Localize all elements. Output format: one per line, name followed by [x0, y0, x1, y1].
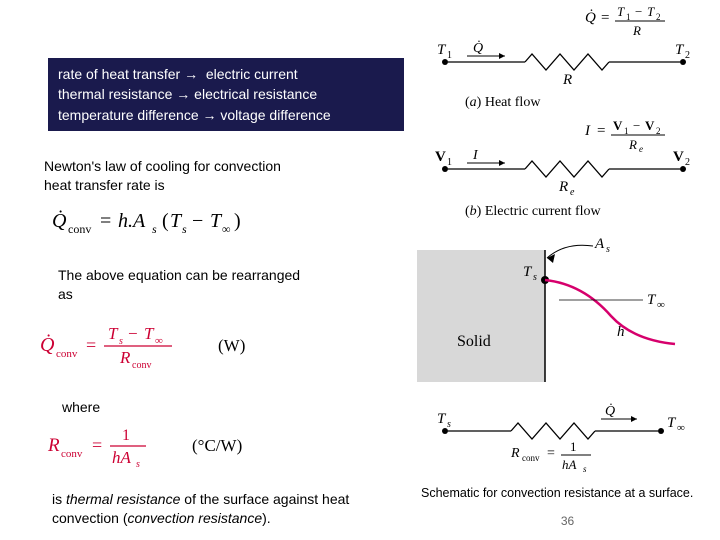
svg-text:=: = [92, 435, 102, 455]
svg-text:s: s [606, 244, 610, 255]
svg-text:(a) Heat flow: (a) Heat flow [465, 95, 541, 110]
svg-text:T: T [667, 415, 677, 431]
analogy-line-3: temperature difference → voltage differe… [58, 105, 394, 125]
svg-text:=: = [597, 123, 605, 139]
svg-text:s: s [136, 459, 140, 469]
svg-text:s: s [152, 222, 157, 236]
svg-text:=: = [100, 210, 111, 232]
svg-text:T: T [108, 324, 119, 343]
svg-text:−: − [128, 324, 138, 343]
svg-text:V: V [613, 119, 623, 133]
svg-text:1: 1 [447, 157, 452, 168]
right-column: Q̇ = T1 − T2 R T1 T2 Q̇ R (a) Heat flow … [415, 0, 720, 528]
svg-text:conv: conv [61, 448, 83, 460]
svg-text:(W): (W) [218, 336, 245, 355]
convection-resistor-diagram: Ts T∞ Q̇ Rconv = 1 hAs [415, 401, 715, 479]
svg-text:h.A: h.A [118, 210, 146, 232]
svg-text:∞: ∞ [677, 422, 685, 434]
svg-text:hA: hA [562, 457, 577, 472]
bottom-text: is thermal resistance of the surface aga… [52, 490, 392, 528]
svg-text:R: R [558, 179, 568, 195]
svg-text:I: I [584, 123, 591, 139]
svg-text:): ) [234, 210, 241, 232]
svg-text:=: = [547, 446, 555, 461]
svg-text:conv: conv [56, 348, 78, 360]
svg-text:=: = [601, 10, 609, 26]
svg-text:s: s [447, 419, 451, 430]
svg-text:I: I [472, 148, 479, 163]
svg-text:R: R [47, 435, 60, 456]
svg-text:=: = [86, 335, 96, 355]
svg-text:1: 1 [570, 439, 577, 454]
svg-text:1: 1 [122, 427, 130, 444]
svg-text:Q̇: Q̇ [605, 403, 615, 419]
svg-text:T: T [675, 42, 685, 58]
svg-text:(: ( [162, 210, 169, 232]
analogy-line-2: thermal resistance → electrical resistan… [58, 84, 394, 104]
svg-text:s: s [182, 222, 187, 236]
svg-text:−: − [192, 210, 203, 232]
convection-surface-diagram: As Ts T∞ h Solid [415, 236, 715, 396]
svg-text:−: − [635, 4, 642, 19]
where-label: where [62, 398, 410, 417]
svg-text:R: R [510, 446, 520, 461]
svg-text:A: A [594, 236, 605, 252]
equation-qconv-fraction: Q̇ conv = T s − T ∞ R conv (W) [38, 321, 410, 376]
svg-text:∞: ∞ [155, 335, 163, 347]
svg-text:s: s [533, 272, 537, 283]
svg-text:e: e [570, 187, 575, 198]
svg-text:V: V [435, 149, 446, 165]
svg-text:h: h [617, 324, 625, 340]
svg-text:T: T [437, 411, 447, 427]
svg-text:conv: conv [522, 453, 540, 463]
svg-text:(b) Electric current flow: (b) Electric current flow [465, 204, 602, 219]
rearranged-text: The above equation can be rearranged as [58, 266, 410, 304]
svg-text:Q̇: Q̇ [40, 333, 55, 356]
svg-text:s: s [583, 464, 587, 474]
svg-text:R: R [628, 137, 637, 152]
svg-text:Q̇: Q̇ [52, 208, 67, 231]
svg-text:T: T [617, 4, 625, 19]
svg-text:1: 1 [447, 50, 452, 61]
analogy-box: rate of heat transfer → electric current… [48, 58, 404, 131]
right-caption: Schematic for convection resistance at a… [421, 486, 720, 500]
electric-flow-diagram: I = V1 − V2 Re V1 V2 I Re (b) Electric c… [415, 119, 715, 225]
svg-text:−: − [633, 119, 640, 133]
newton-text: Newton's law of cooling for convection h… [44, 157, 410, 195]
svg-text:T: T [437, 42, 447, 58]
svg-text:Q̇: Q̇ [585, 10, 596, 26]
svg-text:∞: ∞ [657, 299, 665, 311]
equation-qconv: Q̇ conv = h.A s ( T s − T ∞ ) [50, 205, 410, 244]
svg-text:(°C/W): (°C/W) [192, 436, 242, 455]
svg-text:V: V [673, 149, 684, 165]
svg-text:2: 2 [685, 50, 690, 61]
svg-text:T: T [647, 292, 657, 308]
svg-text:T: T [144, 324, 155, 343]
svg-text:R: R [562, 72, 572, 88]
svg-text:hA: hA [112, 448, 132, 467]
svg-text:∞: ∞ [222, 222, 231, 236]
svg-text:Q̇: Q̇ [473, 40, 483, 56]
svg-text:T: T [647, 4, 655, 19]
equation-rconv-def: R conv = 1 hA s (°C/W) [46, 423, 410, 474]
svg-text:Solid: Solid [457, 333, 491, 350]
svg-text:V: V [645, 119, 655, 133]
svg-text:e: e [639, 144, 643, 154]
svg-text:conv: conv [132, 360, 151, 371]
svg-text:R: R [632, 23, 641, 38]
page-number: 36 [415, 514, 720, 528]
heat-flow-diagram: Q̇ = T1 − T2 R T1 T2 Q̇ R (a) Heat flow [415, 4, 715, 114]
svg-text:conv: conv [68, 222, 91, 236]
svg-text:2: 2 [685, 157, 690, 168]
svg-text:R: R [119, 348, 131, 367]
analogy-line-1: rate of heat transfer → electric current [58, 64, 394, 84]
left-column: rate of heat transfer → electric current… [0, 0, 410, 528]
